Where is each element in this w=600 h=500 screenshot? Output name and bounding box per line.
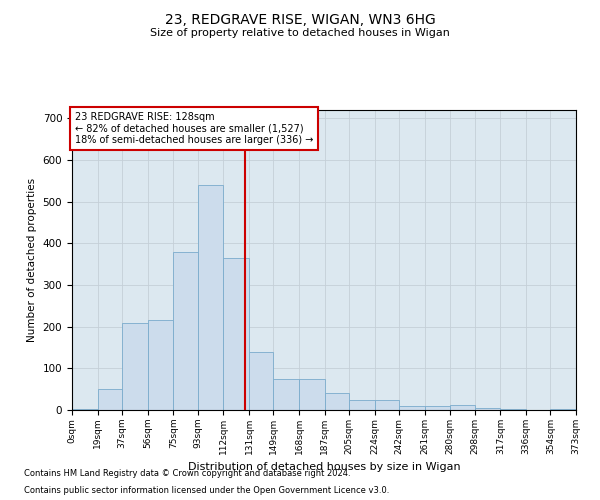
Bar: [500, 409, 526, 410]
Text: 23 REDGRAVE RISE: 128sqm
← 82% of detached houses are smaller (1,527)
18% of sem: 23 REDGRAVE RISE: 128sqm ← 82% of detach…: [75, 112, 313, 146]
Y-axis label: Number of detached properties: Number of detached properties: [27, 178, 37, 342]
Bar: [72, 409, 98, 410]
Bar: [399, 406, 425, 410]
Bar: [374, 400, 399, 410]
Bar: [223, 258, 249, 410]
Bar: [249, 352, 274, 410]
Bar: [349, 400, 374, 410]
Bar: [274, 379, 299, 410]
Bar: [425, 406, 451, 410]
Bar: [173, 252, 197, 410]
Bar: [98, 389, 122, 410]
Bar: [451, 405, 475, 410]
Text: 23, REDGRAVE RISE, WIGAN, WN3 6HG: 23, REDGRAVE RISE, WIGAN, WN3 6HG: [164, 12, 436, 26]
Bar: [197, 185, 223, 410]
Bar: [122, 322, 148, 410]
Text: Contains HM Land Registry data © Crown copyright and database right 2024.: Contains HM Land Registry data © Crown c…: [24, 468, 350, 477]
Bar: [299, 379, 325, 410]
Bar: [325, 394, 349, 410]
Bar: [550, 409, 576, 410]
Bar: [475, 408, 500, 410]
Bar: [148, 320, 173, 410]
Text: Contains public sector information licensed under the Open Government Licence v3: Contains public sector information licen…: [24, 486, 389, 495]
X-axis label: Distribution of detached houses by size in Wigan: Distribution of detached houses by size …: [188, 462, 460, 472]
Text: Size of property relative to detached houses in Wigan: Size of property relative to detached ho…: [150, 28, 450, 38]
